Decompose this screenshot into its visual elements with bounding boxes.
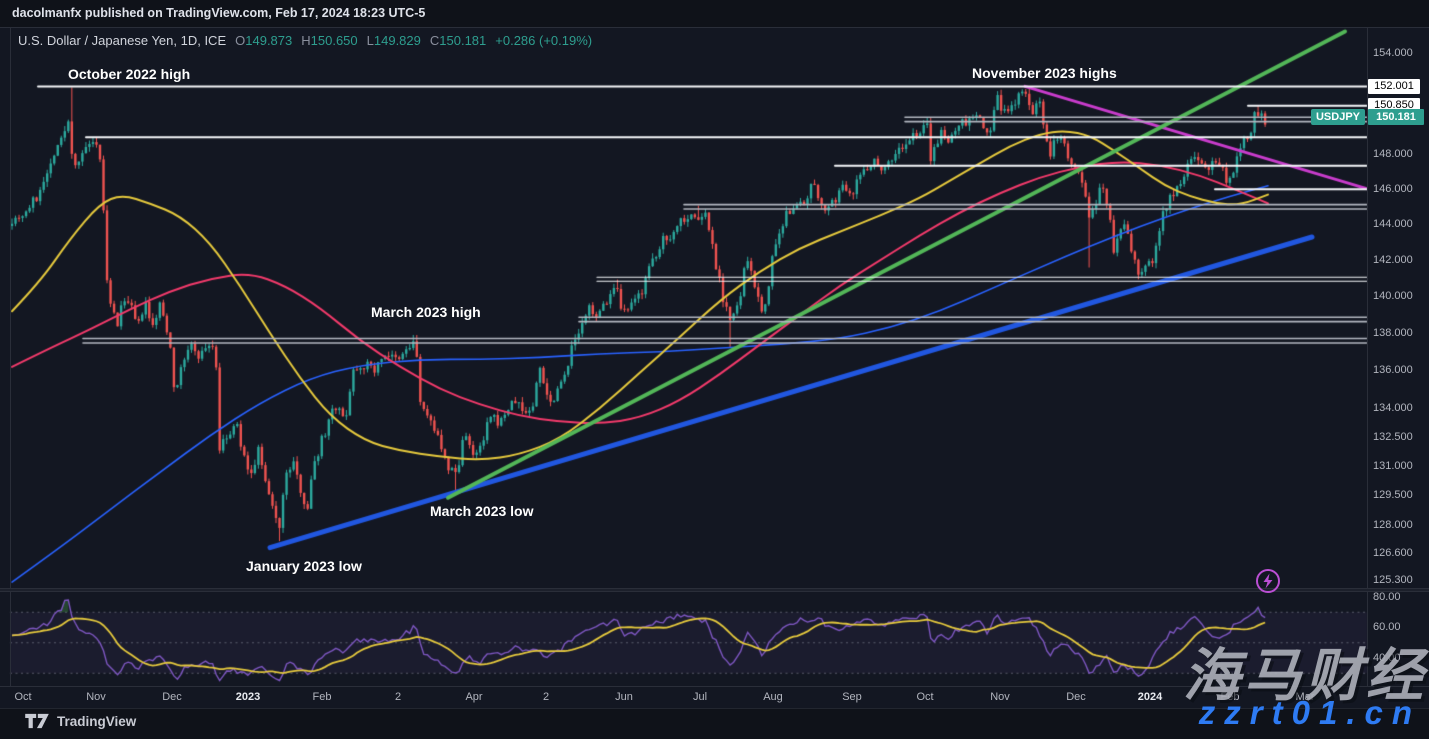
price-tick-label: 146.000 (1373, 182, 1413, 195)
price-tick-label: 129.500 (1373, 489, 1413, 502)
time-tick-label: Sep (842, 691, 862, 703)
chart-annotation: March 2023 high (371, 304, 481, 320)
ohlc-low-value: 149.829 (373, 33, 421, 48)
ohlc-close-label: C (429, 33, 440, 48)
symbol-title[interactable]: U.S. Dollar / Japanese Yen, 1D, ICE (18, 33, 227, 48)
time-tick-label: 2024 (1137, 691, 1163, 703)
time-tick-label: Nov (990, 691, 1010, 703)
price-line-label-152: 152.001 (1368, 78, 1420, 94)
time-tick-label: 2 (394, 691, 402, 703)
daily-change-value: +0.286 (+0.19%) (495, 33, 593, 48)
rsi-tick-label: 80.00 (1373, 590, 1401, 603)
publish-banner: dacolmanfx published on TradingView.com,… (0, 0, 1429, 28)
ohlc-open-label: O (235, 33, 246, 48)
flash-publish-icon[interactable] (1255, 568, 1281, 594)
time-tick-label: Mar (1295, 691, 1315, 703)
rsi-tick-label: 60.00 (1373, 621, 1401, 633)
publish-banner-text: dacolmanfx published on TradingView.com,… (12, 6, 426, 20)
price-tick-label: 140.000 (1373, 290, 1413, 303)
time-tick-label: 2 (542, 691, 550, 703)
price-axis-border[interactable] (1367, 27, 1368, 686)
time-tick-label: Oct (14, 691, 32, 703)
ohlc-open-value: 149.873 (245, 33, 293, 48)
time-tick-label: Feb (312, 691, 332, 703)
time-tick-label: Nov (86, 691, 106, 703)
price-tick-label: 154.000 (1373, 46, 1413, 59)
time-tick-label: Jun (615, 691, 633, 703)
price-tick-label: 134.000 (1373, 401, 1413, 414)
footer-strip (0, 708, 1429, 739)
time-axis-border (0, 686, 1429, 687)
price-tick-label: 142.000 (1373, 253, 1413, 266)
chart-annotation: November 2023 highs (972, 65, 1117, 81)
price-tick-label: 138.000 (1373, 326, 1413, 339)
ohlc-high-label: H (301, 33, 311, 48)
symbol-price-tag: USDJPY (1311, 109, 1365, 126)
price-tick-label: 125.300 (1373, 573, 1413, 586)
time-tick-label: Feb (1220, 691, 1240, 703)
price-tick-label: 131.000 (1373, 459, 1413, 472)
time-tick-label: Aug (763, 691, 783, 703)
price-tick-label: 132.500 (1373, 430, 1413, 443)
time-tick-label: Oct (916, 691, 934, 703)
ohlc-high-value: 150.650 (310, 33, 358, 48)
price-tick-label: 136.000 (1373, 364, 1413, 377)
tradingview-logo[interactable]: TradingView (24, 713, 136, 729)
symbol-legend[interactable]: U.S. Dollar / Japanese Yen, 1D, ICE O149.… (18, 33, 592, 48)
watermark-site-name: 海马财经 (1183, 644, 1427, 708)
pane-left-border (10, 27, 11, 686)
chart-annotation: March 2023 low (430, 503, 534, 519)
price-tick-label: 128.000 (1373, 519, 1413, 532)
ohlc-close-value: 150.181 (439, 33, 487, 48)
time-tick-label: Dec (1066, 691, 1086, 703)
price-tick-label: 148.000 (1373, 148, 1413, 161)
chart-annotation: January 2023 low (246, 558, 362, 574)
price-tick-label: 144.000 (1373, 218, 1413, 231)
pane-divider[interactable] (0, 588, 1429, 592)
time-tick-label: 2023 (235, 691, 261, 703)
lightning-bolt-icon (1256, 569, 1280, 593)
tradingview-logo-icon (25, 713, 49, 729)
chart-annotation: October 2022 high (68, 66, 191, 82)
rsi-tick-label: 40.00 (1373, 651, 1401, 664)
price-tick-label: 126.600 (1373, 547, 1413, 560)
time-tick-label: Dec (162, 691, 182, 703)
watermark-site-url: zzrt01.cn (1198, 694, 1421, 731)
time-tick-label: Jul (692, 691, 708, 703)
last-price-badge: 150.181 (1368, 109, 1424, 126)
ohlc-low-label: L (366, 33, 374, 48)
tradingview-logo-text: TradingView (57, 713, 137, 729)
time-tick-label: Apr (465, 691, 483, 703)
